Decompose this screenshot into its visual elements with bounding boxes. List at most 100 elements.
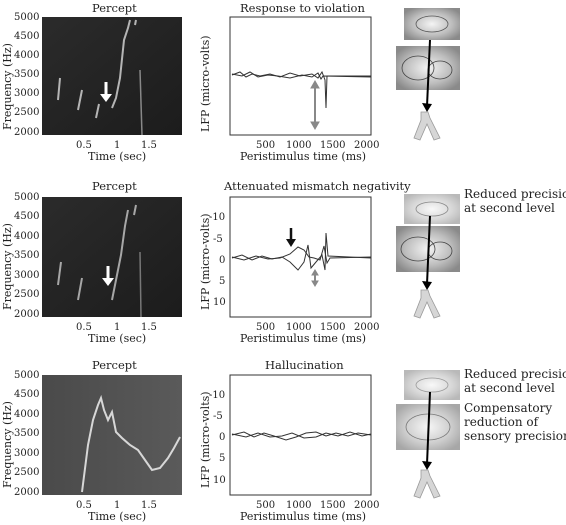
spectrogram-ytick-1-3500: 3500 (14, 69, 40, 80)
gray-double-arrow-1 (310, 79, 320, 131)
hierarchy-arrowhead-2 (422, 281, 432, 290)
spectrogram-ytick-3-4500: 4500 (14, 389, 40, 400)
cochlea-1 (413, 111, 441, 141)
note-2-line-2: at second level (464, 201, 555, 215)
lfp-traces-2 (231, 232, 372, 271)
spectrogram-xtick-1-1: 1 (114, 140, 121, 151)
lfp-ytick-3-m10: -10 (209, 390, 226, 401)
lfp-xtick-3-1000: 1000 (286, 500, 312, 511)
lfp-traces-1 (231, 70, 372, 109)
note-3-line-4: reduction of (464, 415, 539, 429)
hierarchy-arrow-2 (426, 215, 431, 285)
lfp-xtick-1-500: 500 (256, 140, 276, 151)
spectrogram-ytick-3-3500: 3500 (14, 428, 40, 439)
spectrogram-xlabel-3: Time (sec) (88, 510, 147, 523)
spectrogram-2-traces (57, 204, 137, 301)
spectrogram-xtick-3-1: 1 (114, 500, 121, 511)
lfp-ytick-3-0: 0 (219, 432, 226, 443)
spectrogram-3 (42, 375, 182, 495)
lfp-xtick-3-2000: 2000 (354, 500, 380, 511)
spectrogram-xtick-1-1.5: 1.5 (141, 140, 157, 151)
spectrogram-1 (42, 17, 182, 135)
attractor-small-1-orbit (415, 15, 449, 33)
lfp-title-2: Attenuated mismatch negativity (224, 179, 411, 193)
spectrogram-3-traces (81, 394, 181, 493)
spectrogram-1-traces (57, 19, 137, 119)
lfp-xtick-2-500: 500 (256, 322, 276, 333)
percept-title-3: Percept (92, 358, 137, 372)
lfp-xlabel-2: Peristimulus time (ms) (240, 332, 367, 345)
attractor-small-2-orbit (415, 201, 449, 217)
lfp-xlabel-1: Peristimulus time (ms) (240, 150, 367, 163)
attractor-small-3-orbit (415, 377, 449, 393)
percept-title-2: Percept (92, 179, 137, 193)
spectrogram-ytick-3-5000: 5000 (14, 370, 40, 381)
lfp-title-3: Hallucination (265, 358, 344, 372)
spectrogram-xtick-3-0.5: 0.5 (76, 500, 92, 511)
spectrogram-ytick-3-4000: 4000 (14, 409, 40, 420)
white-arrow-1 (100, 82, 112, 102)
cochlea-2 (413, 289, 441, 319)
spectrogram-xtick-1-0.5: 0.5 (76, 140, 92, 151)
spectrogram-ytick-2-5000: 5000 (14, 192, 40, 203)
lfp-xtick-2-2000: 2000 (354, 322, 380, 333)
note-3-line-3: Compensatory (464, 401, 553, 415)
spectrogram-ytick-2-4500: 4500 (14, 211, 40, 222)
white-arrow-2 (102, 266, 114, 286)
lfp-ylabel-1: LFP (micro-volts) (199, 35, 212, 132)
spectrogram-ytick-2-2500: 2500 (14, 289, 40, 300)
lfp-xtick-3-500: 500 (256, 500, 276, 511)
lfp-ytick-3-5: 5 (219, 453, 226, 464)
lfp-ytick-3-10: 10 (213, 475, 226, 486)
spectrogram-xtick-2-1.5: 1.5 (141, 322, 157, 333)
spectrogram-ytick-1-5000: 5000 (14, 12, 40, 23)
spectrogram-ytick-1-4000: 4000 (14, 50, 40, 61)
spectrogram-xlabel-1: Time (sec) (88, 150, 147, 163)
attractor-small-2 (404, 194, 460, 224)
lfp-xtick-1-2000: 2000 (354, 140, 380, 151)
lfp-xtick-1-1000: 1000 (286, 140, 312, 151)
lfp-xtick-2-1500: 1500 (320, 322, 346, 333)
spectrogram-ytick-1-4500: 4500 (14, 31, 40, 42)
lfp-xlabel-3: Peristimulus time (ms) (240, 510, 367, 523)
lfp-xtick-1-1500: 1500 (320, 140, 346, 151)
note-3-line-2: at second level (464, 381, 555, 395)
spectrogram-xtick-2-1: 1 (114, 322, 121, 333)
spectrogram-ylabel-1: Frequency (Hz) (1, 43, 14, 130)
spectrogram-ylabel-3: Frequency (Hz) (1, 401, 14, 488)
cochlea-3 (413, 469, 441, 499)
lfp-ytick-2-0: 0 (219, 255, 226, 266)
lfp-ytick-3-m5: -5 (213, 411, 223, 422)
spectrogram-ytick-3-2500: 2500 (14, 467, 40, 478)
hierarchy-arrowhead-1 (422, 103, 432, 112)
lfp-xtick-3-1500: 1500 (320, 500, 346, 511)
spectrogram-ytick-1-3000: 3000 (14, 88, 40, 99)
lfp-ylabel-3: LFP (micro-volts) (199, 391, 212, 488)
spectrogram-ytick-2-4000: 4000 (14, 231, 40, 242)
hierarchy-arrow-3 (426, 391, 431, 465)
spectrogram-xtick-3-1.5: 1.5 (141, 500, 157, 511)
spectrogram-ytick-1-2500: 2500 (14, 107, 40, 118)
note-3-line-5: sensory precision (464, 429, 566, 443)
lfp-title-1: Response to violation (240, 1, 365, 15)
spectrogram-ytick-3-3000: 3000 (14, 448, 40, 459)
attractor-large-1-orbit-a (401, 55, 435, 81)
attractor-small-1 (404, 8, 460, 40)
spectrogram-ytick-1-2000: 2000 (14, 127, 40, 138)
lfp-ylabel-2: LFP (micro-volts) (199, 213, 212, 310)
note-2-line-1: Reduced precision (464, 187, 566, 201)
spectrogram-ytick-3-2000: 2000 (14, 487, 40, 498)
hierarchy-arrow-1 (426, 39, 431, 107)
percept-title-1: Percept (92, 1, 137, 15)
attractor-large-2-orbit-a (400, 236, 436, 262)
lfp-xtick-2-1000: 1000 (286, 322, 312, 333)
lfp-ytick-2-m10: -10 (209, 212, 226, 223)
spectrogram-xlabel-2: Time (sec) (88, 332, 147, 345)
black-arrow-2 (286, 228, 296, 247)
spectrogram-2-cut (139, 251, 142, 318)
note-3-line-1: Reduced precision (464, 367, 566, 381)
spectrogram-xtick-2-0.5: 0.5 (76, 322, 92, 333)
spectrogram-ytick-2-2000: 2000 (14, 309, 40, 320)
lfp-ytick-2-10: 10 (213, 297, 226, 308)
attractor-small-3 (404, 370, 460, 400)
